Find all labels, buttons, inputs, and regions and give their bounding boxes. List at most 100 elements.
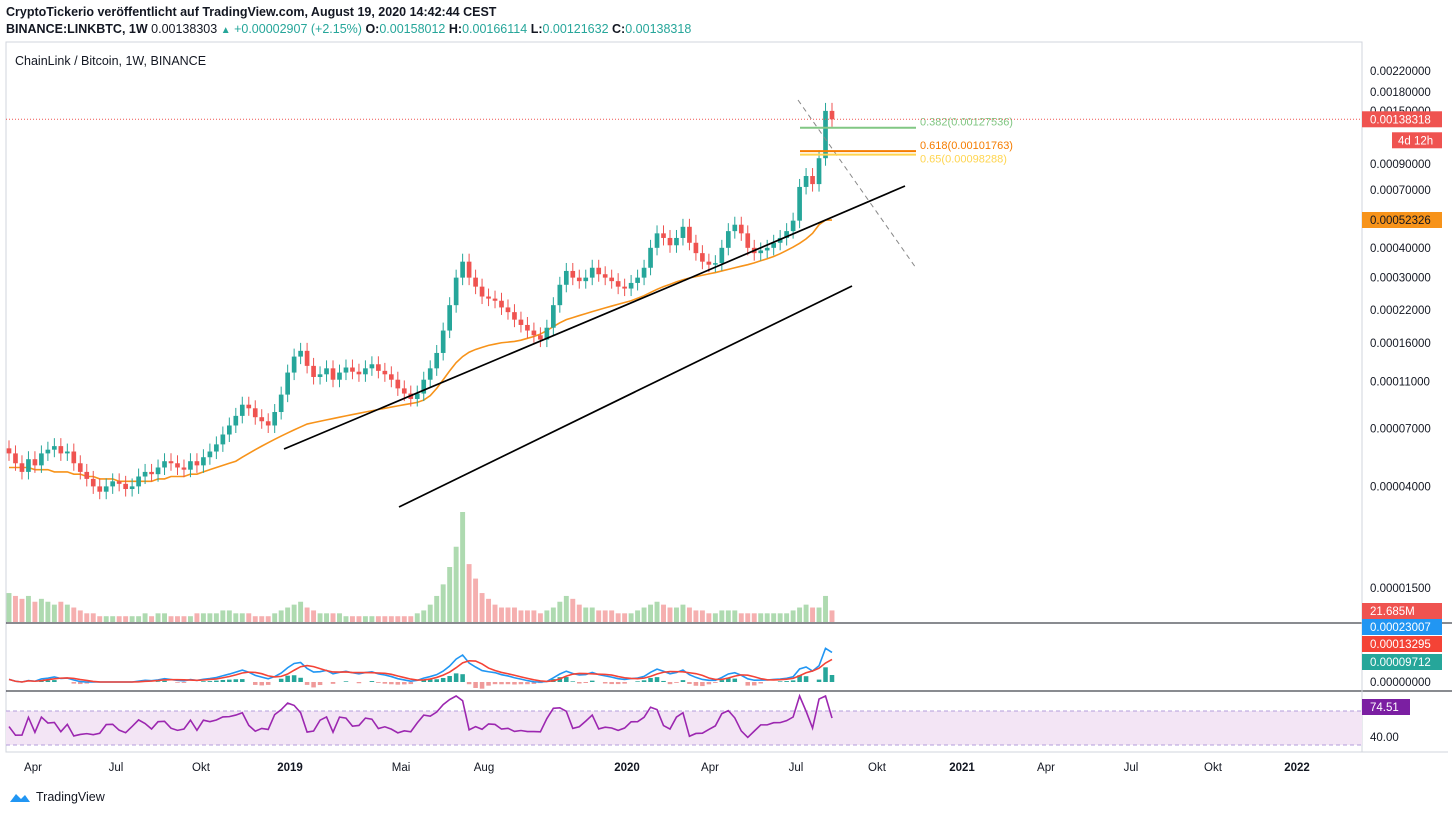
candle-body	[492, 298, 498, 301]
candle-body	[188, 461, 193, 470]
candle-body	[110, 481, 116, 487]
volume-bar	[570, 598, 576, 622]
volume-bar	[304, 607, 310, 622]
time-tick: 2022	[1284, 762, 1310, 774]
candle-body	[401, 388, 407, 394]
candle-body	[674, 237, 679, 246]
macd-histogram-bar	[369, 681, 375, 682]
macd-tag	[1362, 636, 1442, 652]
volume-bar	[45, 601, 51, 622]
ohlc-line: BINANCE:LINKBTC, 1W 0.00138303 ▲ +0.0000…	[6, 21, 691, 39]
volume-bar	[537, 613, 543, 622]
macd-histogram-bar	[330, 682, 336, 684]
candle-body	[713, 263, 718, 265]
open-value: 0.00158012	[379, 22, 446, 36]
rsi-line	[8, 693, 833, 739]
up-triangle-icon: ▲	[220, 25, 231, 36]
candle-body	[414, 393, 420, 399]
volume-bar	[596, 610, 602, 622]
candle-body	[829, 110, 835, 120]
candle-body	[6, 448, 12, 454]
candle-body	[350, 367, 355, 372]
candle-body	[544, 327, 550, 340]
volume-bar	[194, 613, 200, 622]
volume-bar	[330, 613, 336, 622]
price-tick: 0.00090000	[1370, 159, 1431, 171]
candle-body	[226, 425, 232, 435]
macd-histogram-bar	[155, 681, 161, 682]
volume-bar	[349, 616, 355, 622]
volume-bar	[265, 616, 271, 622]
volume-bar	[388, 616, 394, 622]
volume-bar	[395, 616, 401, 622]
candle-body	[239, 404, 245, 416]
time-tick: Apr	[1037, 762, 1055, 774]
candle-body	[661, 233, 666, 238]
volume-bar	[408, 616, 414, 622]
macd-histogram-bar	[505, 682, 511, 685]
channel-lower-line	[398, 285, 853, 508]
price-tick: 0.00030000	[1370, 273, 1431, 285]
macd-histogram-bar	[758, 682, 763, 684]
volume-bar	[142, 613, 148, 622]
candle-body	[64, 451, 70, 454]
volume-bar	[557, 601, 563, 622]
chart-title: ChainLink / Bitcoin, 1W, BINANCE	[15, 54, 206, 68]
candle-body	[376, 364, 381, 371]
volume-bar	[583, 607, 589, 622]
candle-body	[525, 324, 530, 331]
volume-bar	[524, 610, 530, 622]
macd-histogram-bar	[622, 682, 627, 684]
volume-bar	[38, 598, 44, 622]
volume-bar	[531, 610, 537, 622]
fib-trend-line	[797, 99, 917, 269]
candle-body	[207, 451, 213, 458]
volume-bar	[356, 616, 362, 622]
tradingview-brand[interactable]: TradingView	[8, 790, 105, 804]
volume-bar	[693, 610, 699, 622]
volume-bar	[641, 607, 647, 622]
candle-body	[505, 307, 511, 313]
candle-body	[259, 417, 265, 422]
macd-histogram-bar	[317, 682, 323, 686]
rsi-tag	[1362, 699, 1410, 715]
volume-bar	[576, 604, 582, 622]
volume-bar	[615, 613, 621, 622]
price-tick: 0.00016000	[1370, 338, 1431, 350]
macd-histogram-bar	[252, 682, 258, 685]
publish-line: CryptoTickerio veröffentlicht auf Tradin…	[6, 4, 691, 21]
macd-histogram-bar	[181, 682, 187, 683]
volume-bar	[823, 595, 828, 622]
candle-body	[784, 231, 789, 238]
macd-histogram-bar	[635, 681, 640, 682]
macd-histogram-bar	[564, 677, 569, 682]
candle-body	[667, 237, 673, 246]
countdown-tag	[1392, 132, 1442, 149]
candle-body	[26, 459, 31, 472]
candle-body	[719, 247, 725, 264]
price-tick: 0.00011000	[1370, 377, 1430, 389]
chart-header: CryptoTickerio veröffentlicht auf Tradin…	[6, 4, 691, 39]
volume-bar	[544, 610, 550, 622]
volume-bar	[207, 613, 213, 622]
volume-bar	[337, 613, 342, 622]
macd-histogram-bar	[479, 682, 485, 689]
volume-bar	[239, 613, 245, 622]
macd-histogram-bar	[207, 681, 213, 682]
macd-histogram-bar	[829, 674, 835, 682]
candle-body	[298, 350, 303, 357]
candle-body	[602, 274, 608, 278]
candle-body	[434, 352, 440, 369]
price-tick: 0.00022000	[1370, 305, 1431, 317]
macd-histogram-bar	[661, 680, 666, 682]
macd-histogram-bar	[570, 681, 576, 682]
volume-bar	[19, 598, 25, 622]
volume-bar	[129, 616, 135, 622]
volume-bar	[622, 613, 628, 622]
volume-bar	[473, 578, 479, 622]
candle-body	[317, 374, 323, 377]
candle-body	[233, 415, 239, 426]
volume-bar	[790, 610, 796, 622]
macd-histogram-bar	[175, 682, 180, 683]
